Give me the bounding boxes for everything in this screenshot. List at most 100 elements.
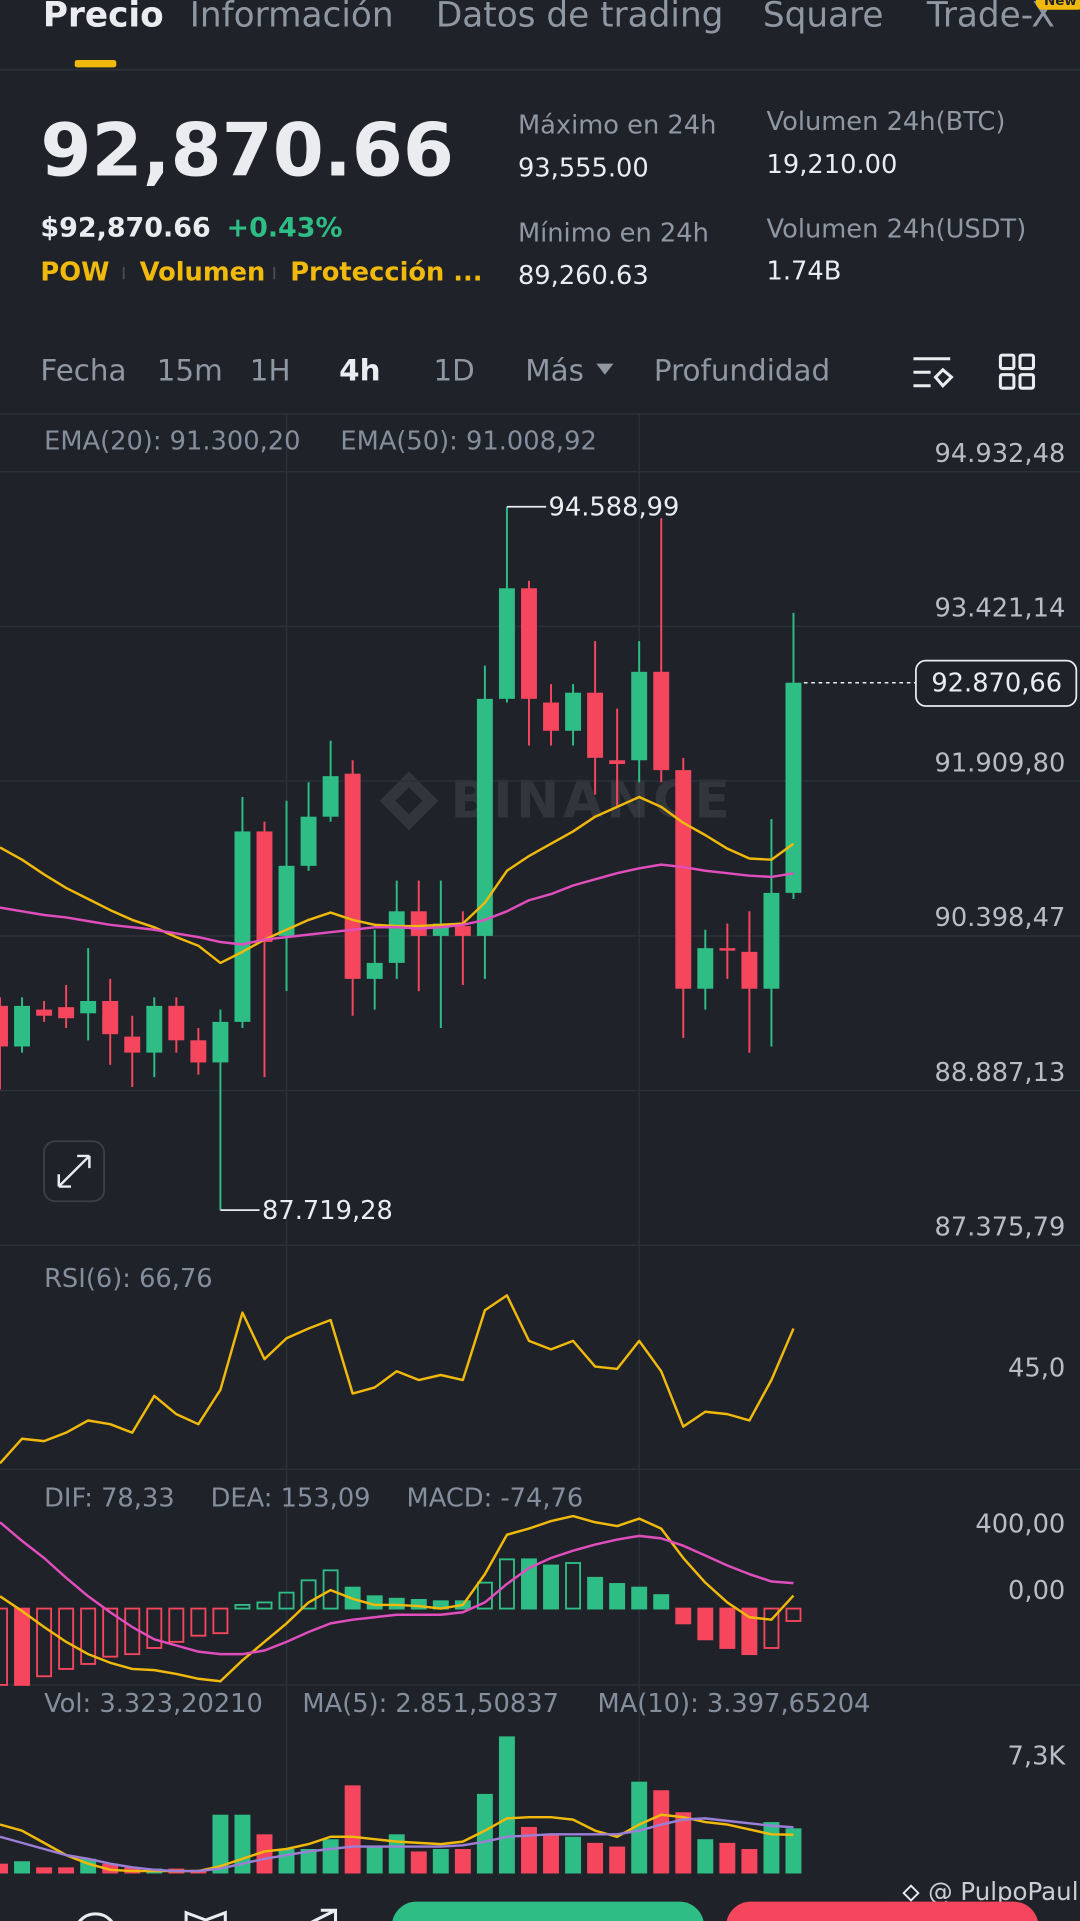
candle-body [454,926,471,936]
stat-label: Máximo en 24h [518,111,716,141]
fiat-price: $92,870.66 [40,212,210,243]
interval[interactable]: 4h [339,354,380,388]
tag[interactable]: Protección ... [290,258,482,288]
interval[interactable]: 1D [433,354,474,388]
macd-bar [543,1564,559,1610]
macd-bar [102,1607,119,1658]
macd-bar [212,1607,229,1635]
tab[interactable]: Trade-X [926,0,1055,36]
volume-bar [410,1851,427,1874]
macd-bar [565,1562,582,1610]
tab[interactable]: Precio [43,0,164,36]
macd-bar [300,1579,317,1610]
candle-body [58,1007,75,1019]
tab[interactable]: Square [763,0,884,36]
stat-label: Volumen 24h(BTC) [767,107,1006,137]
badge [1035,0,1080,10]
macd-bar [697,1607,714,1641]
volume-bar [388,1834,405,1874]
candle-body [498,588,515,699]
macd-bar [763,1607,780,1649]
y-tick-label: 91.909,80 [934,748,1065,778]
macd-bar [587,1576,604,1610]
macd-bar [256,1601,273,1610]
y-tick-label: 94.932,48 [934,439,1065,469]
macd-bar [80,1607,97,1665]
indicator-line [0,863,794,946]
macd-bar [14,1607,30,1686]
stat-value: 93,555.00 [518,153,649,183]
candle-body [653,671,670,771]
stat-value: 19,210.00 [767,150,898,180]
candle-body [344,773,361,979]
last-price: 92,870.66 [40,109,454,194]
stat-value: 89,260.63 [518,261,649,291]
macd-bar [0,1607,8,1686]
volume-bar [366,1846,383,1874]
macd-bar [785,1607,802,1622]
interval[interactable]: Fecha [40,354,126,388]
volume-bar [785,1828,802,1874]
candle-body [190,1040,207,1063]
interval[interactable]: Más [525,354,584,388]
volume-bar [36,1867,53,1874]
candle-body [719,948,736,951]
volume-bar [565,1836,582,1874]
candle-body [14,1005,30,1047]
volume-bar [763,1822,780,1874]
indicator-line [0,1817,794,1873]
legend-entry: RSI(6): 66,76 [44,1264,213,1294]
indicator-settings-icon[interactable] [913,357,954,388]
indicator-line [0,1521,794,1656]
volume-bar [543,1834,559,1874]
volume-bar [498,1736,515,1874]
layout-icon[interactable] [998,353,1035,390]
legend-entry: EMA(50): 91.008,92 [340,427,596,457]
interval[interactable]: 15m [157,354,223,388]
volume-bar [675,1812,692,1874]
candle-body [212,1021,229,1063]
y-tick-label: 7,3K [1008,1742,1067,1772]
candle-body [256,831,273,943]
tab-indicator [74,60,117,68]
volume-bar [653,1790,670,1874]
volume-bar [0,1863,8,1874]
tag[interactable]: Volumen [140,258,266,288]
sell-button[interactable] [726,1901,1038,1921]
tab[interactable]: Información [190,0,394,36]
volume-bar [454,1849,471,1874]
expand-button[interactable] [43,1140,105,1203]
candle-body [565,692,582,731]
y-tick-label: 88.887,13 [934,1058,1065,1088]
indicator-line [0,795,795,965]
legend-entry: MA(10): 3.397,65204 [598,1689,871,1719]
macd-bar [322,1569,339,1610]
candle-body [300,816,317,866]
plot: 94.932,48 93.421,14 91.909,80 90.398,47 88.8… [0,439,1080,1874]
legend-entry: Vol: 3.323,20210 [44,1689,263,1719]
interval[interactable]: Profundidad [654,354,830,388]
y-tick-label: 93.421,14 [934,594,1065,624]
tab[interactable]: Datos de trading [436,0,724,36]
macd-bar [653,1594,670,1610]
y-tick-label: 87.375,79 [934,1213,1065,1243]
interval[interactable]: 1H [250,354,291,388]
nav-icon[interactable] [184,1910,227,1921]
candle-body [102,1000,119,1035]
nav-icon[interactable] [75,1912,117,1921]
price-header: 92,870.66 $92,870.66 +0.43% POW Volumen … [40,107,1026,291]
buy-button[interactable] [392,1901,704,1921]
tag[interactable]: POW [40,258,109,288]
last-price-box [915,659,1078,707]
volume-bar [256,1834,273,1874]
candle-body [763,892,780,989]
candle-body [476,698,493,936]
interval-bar: Fecha 15m 1H 4h 1D Más Profundidad [0,353,1080,415]
nav-icon[interactable] [299,1908,338,1921]
volume-bar [521,1826,537,1874]
indicator-line [0,1813,794,1873]
macd-bar [388,1597,405,1610]
credit: @ PulpoPaul [928,1877,1078,1906]
y-tick-label: 400,00 [975,1509,1065,1539]
volume-bar [432,1849,449,1874]
